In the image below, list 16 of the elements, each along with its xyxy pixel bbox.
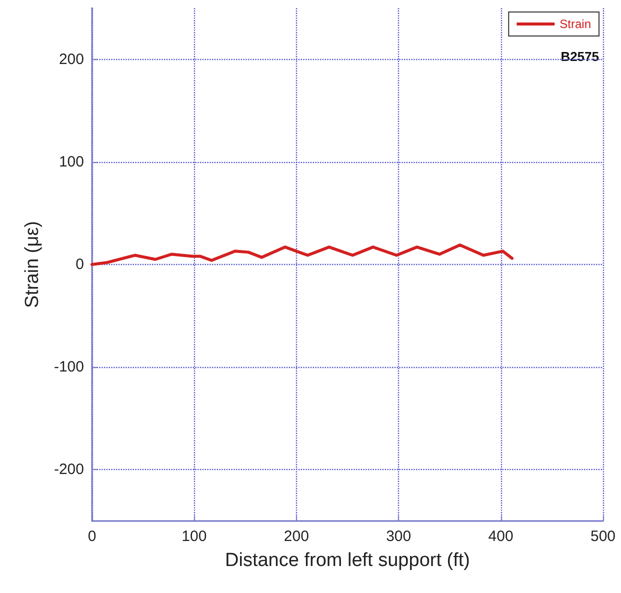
y-tick-label: -100 — [54, 358, 84, 376]
y-tick-label: 0 — [76, 256, 84, 273]
y-axis-title: Strain (με) — [22, 221, 43, 308]
line-series — [90, 244, 514, 266]
x-tick-label: 300 — [386, 528, 412, 545]
y-tick-label: 100 — [58, 153, 84, 170]
x-tick-label: 500 — [590, 528, 616, 545]
x-axis-title: Distance from left support (ft) — [225, 550, 470, 571]
y-tick-label: 200 — [58, 50, 84, 68]
x-tick-label: 200 — [284, 528, 309, 545]
annotation: B2575 — [560, 49, 600, 64]
x-tick-label: 100 — [182, 528, 207, 545]
x-tick-label: 0 — [88, 528, 96, 545]
x-tick-label: 400 — [488, 528, 514, 545]
y-tick-label: -200 — [54, 461, 84, 478]
legend-label: Strain — [560, 17, 592, 31]
